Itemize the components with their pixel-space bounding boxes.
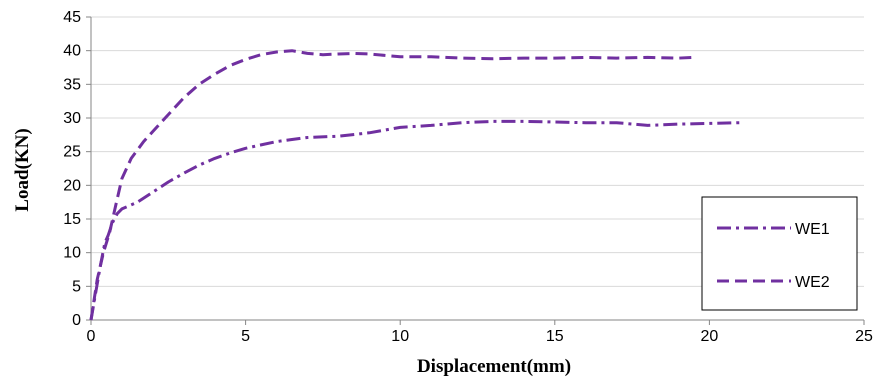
series-line-we2 xyxy=(89,49,694,321)
y-tick-label: 25 xyxy=(63,144,81,161)
y-tick-label: 45 xyxy=(63,9,81,26)
y-tick-label: 20 xyxy=(63,177,81,194)
y-tick-label: 40 xyxy=(63,43,81,60)
axes xyxy=(90,17,864,321)
legend: WE1 WE2 xyxy=(701,196,858,311)
legend-box xyxy=(701,196,858,311)
y-axis-title: Load(KN) xyxy=(12,128,33,211)
x-tick-label: 10 xyxy=(391,328,409,345)
x-tick-label: 5 xyxy=(241,328,250,345)
y-tick-label: 15 xyxy=(63,211,81,228)
y-tick-label: 35 xyxy=(63,76,81,93)
legend-label-we1: WE1 xyxy=(795,221,830,238)
series-lines xyxy=(89,49,741,321)
x-tick-label: 20 xyxy=(701,328,719,345)
y-tick-label: 0 xyxy=(72,312,81,329)
x-tick-label: 25 xyxy=(855,328,873,345)
series-line-we1 xyxy=(89,119,741,321)
x-tick-label: 0 xyxy=(87,328,96,345)
x-tick-label: 15 xyxy=(546,328,564,345)
legend-label-we2: WE2 xyxy=(795,274,830,291)
x-axis-ticks: 0 5 10 15 20 25 xyxy=(87,320,873,345)
x-axis-title: Displacement(mm) xyxy=(417,356,571,377)
y-tick-label: 5 xyxy=(72,278,81,295)
y-tick-label: 30 xyxy=(63,110,81,127)
y-tick-label: 10 xyxy=(63,245,81,262)
y-axis-ticks: 0 5 10 15 20 25 30 35 40 45 xyxy=(63,9,91,329)
gridlines xyxy=(91,16,864,287)
